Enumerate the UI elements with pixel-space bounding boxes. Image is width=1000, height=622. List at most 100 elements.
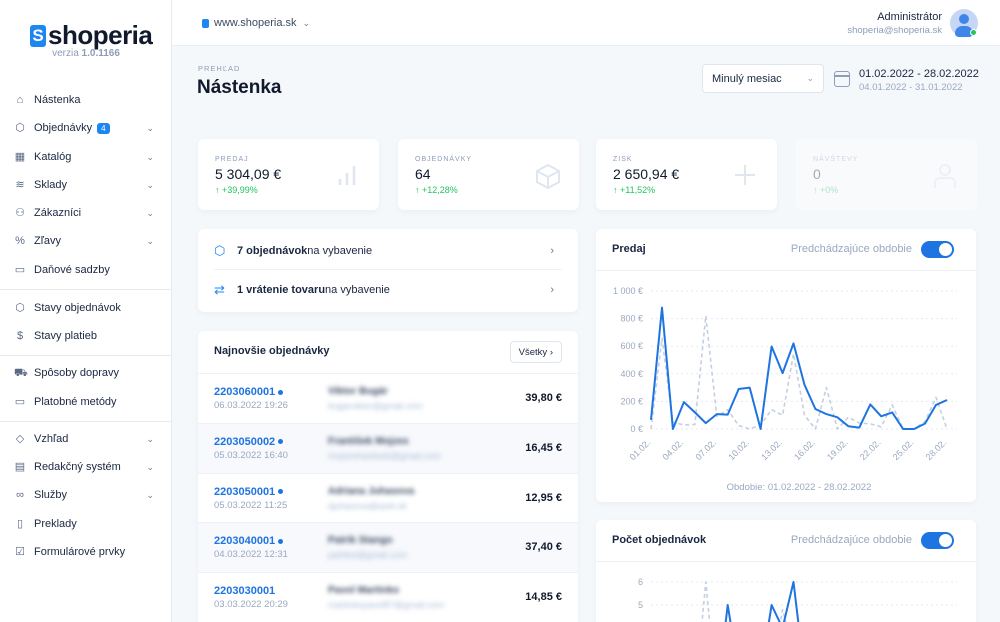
- x-tick-label: 13.02.: [759, 437, 784, 462]
- stat-label: PREDAJ: [215, 156, 249, 163]
- current-period-line: [650, 306, 948, 430]
- order-row[interactable]: 2203030001 03.03.2022 20:29 Pavol Martin…: [198, 572, 578, 622]
- order-id-link[interactable]: 2203040001: [214, 535, 284, 547]
- order-row[interactable]: 2203050002 05.03.2022 16:40 František Mo…: [198, 422, 578, 473]
- x-tick-label: 07.02.: [693, 437, 718, 462]
- sidebar-item-3[interactable]: ≋ Sklady ⌄: [0, 172, 172, 198]
- y-tick-label: 400 €: [620, 369, 643, 379]
- sidebar-item-12[interactable]: ▤ Redakčný systém ⌄: [0, 454, 172, 480]
- site-selector[interactable]: www.shoperia.sk ⌄: [202, 17, 310, 29]
- breadcrumb: PREHĽAD: [198, 64, 241, 73]
- sidebar-item-11[interactable]: ◇ Vzhľad ⌄: [0, 426, 172, 452]
- sidebar-item-label: Služby: [34, 489, 68, 501]
- period-select[interactable]: Minulý mesiac ⌄: [702, 64, 824, 93]
- y-tick-label: 6: [638, 577, 643, 587]
- y-tick-label: 1 000 €: [613, 286, 643, 296]
- sidebar-item-label: Vzhľad: [34, 433, 69, 445]
- user-name: Administrátor: [877, 11, 942, 23]
- y-tick-label: 800 €: [620, 314, 643, 324]
- x-tick-label: 25.02.: [891, 437, 916, 462]
- archive-icon: ▭: [14, 264, 26, 276]
- chevron-down-icon: ⌄: [146, 179, 154, 190]
- order-price: 37,40 €: [525, 541, 562, 554]
- order-id-link[interactable]: 2203030001: [214, 585, 276, 598]
- shopping-bag-logo-icon: S: [30, 24, 46, 47]
- bar-chart-icon: [335, 163, 359, 187]
- chevron-right-icon: ›: [550, 284, 554, 296]
- sidebar-item-5[interactable]: % Zľavy ⌄: [0, 228, 172, 254]
- pending-returns-link[interactable]: ⇄ 1 vrátenie tovaru na vybavenie ›: [214, 282, 554, 297]
- date-range[interactable]: 01.02.2022 - 28.02.2022 04.01.2022 - 31.…: [859, 68, 979, 93]
- order-price: 14,85 €: [525, 591, 562, 604]
- x-tick-label: 22.02.: [858, 437, 883, 462]
- sidebar-item-label: Preklady: [34, 518, 77, 530]
- box-icon: ⬡: [15, 122, 25, 134]
- order-row[interactable]: 2203060001 06.03.2022 19:26 Viktor Bugár…: [198, 373, 578, 423]
- chevron-down-icon: ⌄: [146, 489, 154, 500]
- sidebar-item-label: Objednávky: [34, 122, 93, 134]
- percent-icon: %: [15, 235, 25, 247]
- sidebar-item-label: Redakčný systém: [34, 461, 121, 473]
- x-axis-label: Obdobie: 01.02.2022 - 28.02.2022: [727, 482, 872, 493]
- customer-email: mojzesfrantisek@gmail.com: [328, 450, 441, 461]
- sidebar-item-2[interactable]: ▦ Katalóg ⌄: [0, 144, 172, 170]
- previous-period-toggle[interactable]: [921, 532, 954, 549]
- sidebar-item-4[interactable]: ⚇ Zákazníci ⌄: [0, 200, 172, 226]
- y-tick-label: 5: [638, 600, 643, 610]
- previous-period-label: Predchádzajúce obdobie: [790, 243, 912, 255]
- sidebar-item-label: Platobné metódy: [34, 396, 117, 408]
- topbar: www.shoperia.sk ⌄ Administrátor shoperia@…: [172, 0, 1000, 46]
- chevron-down-icon: ⌄: [806, 73, 814, 83]
- plus-icon: [733, 163, 757, 187]
- sidebar-item-1[interactable]: ⬡ Objednávky 4 ⌄: [0, 115, 172, 141]
- order-row[interactable]: 2203040001 04.03.2022 12:31 Patrik Stang…: [198, 522, 578, 573]
- all-orders-button[interactable]: Všetky ›: [509, 341, 562, 363]
- droplet-icon: ◇: [15, 433, 25, 445]
- sidebar-item-13[interactable]: ∞ Služby ⌄: [0, 482, 172, 508]
- box-icon: ⬡: [15, 302, 25, 314]
- order-price: 16,45 €: [525, 441, 562, 454]
- order-date: 03.03.2022 20:29: [214, 599, 288, 611]
- sidebar-item-0[interactable]: ⌂ Nástenka: [0, 87, 172, 113]
- sidebar-item-8[interactable]: $ Stavy platieb: [0, 323, 172, 349]
- logo[interactable]: S shoperia: [30, 20, 153, 51]
- sidebar-item-label: Daňové sadzby: [34, 264, 110, 276]
- chevron-down-icon: ⌄: [146, 433, 154, 444]
- sidebar-item-10[interactable]: ▭ Platobné metódy: [0, 389, 172, 415]
- stat-label: NÁVŠTEVY: [813, 156, 859, 163]
- x-tick-label: 28.02.: [924, 437, 949, 462]
- sidebar-item-label: Katalóg: [34, 151, 72, 163]
- box-icon: ⬡: [214, 242, 226, 258]
- order-id-link[interactable]: 2203060001: [214, 386, 284, 398]
- sidebar-item-14[interactable]: ▯ Preklady: [0, 511, 172, 537]
- sidebar-item-7[interactable]: ⬡ Stavy objednávok: [0, 295, 172, 321]
- y-tick-label: 600 €: [620, 341, 643, 351]
- file-icon: ▯: [16, 518, 24, 530]
- chevron-down-icon: ⌄: [146, 151, 154, 162]
- previous-period-line: [650, 314, 948, 430]
- pending-orders-link[interactable]: ⬡ 7 objednávok na vybavenie ›: [214, 232, 562, 270]
- sidebar-item-9[interactable]: ⛟ Spôsoby dopravy: [0, 360, 172, 386]
- order-id-link[interactable]: 2203050001: [214, 486, 284, 498]
- new-order-indicator: [278, 489, 284, 495]
- user-info[interactable]: Administrátor shoperia@shoperia.sk: [847, 11, 942, 36]
- chart-title: Predaj: [612, 243, 646, 255]
- stat-delta: ↑ +11,52%: [613, 185, 656, 195]
- order-id-link[interactable]: 2203050002: [214, 436, 284, 448]
- chevron-down-icon: ⌄: [146, 461, 154, 472]
- x-tick-label: 19.02.: [825, 437, 850, 462]
- check-square-icon: ☑: [15, 546, 25, 558]
- order-date: 05.03.2022 11:25: [214, 499, 288, 511]
- chevron-down-icon: ⌄: [146, 207, 154, 218]
- calendar-icon[interactable]: [834, 71, 850, 87]
- previous-period-toggle[interactable]: [921, 241, 954, 258]
- sidebar-item-15[interactable]: ☑ Formulárové prvky: [0, 539, 172, 565]
- truck-icon: ⛟: [14, 367, 28, 379]
- grid-icon: ▦: [14, 151, 26, 163]
- x-tick-label: 04.02.: [661, 437, 686, 462]
- y-tick-label: 0 €: [630, 424, 643, 434]
- divider: [0, 421, 172, 422]
- order-row[interactable]: 2203050001 05.03.2022 11:25 Adriana Juha…: [198, 472, 578, 523]
- sidebar-item-6[interactable]: ▭ Daňové sadzby: [0, 257, 172, 283]
- stat-card-objednávky: OBJEDNÁVKY 64 ↑ +12,28%: [398, 139, 579, 210]
